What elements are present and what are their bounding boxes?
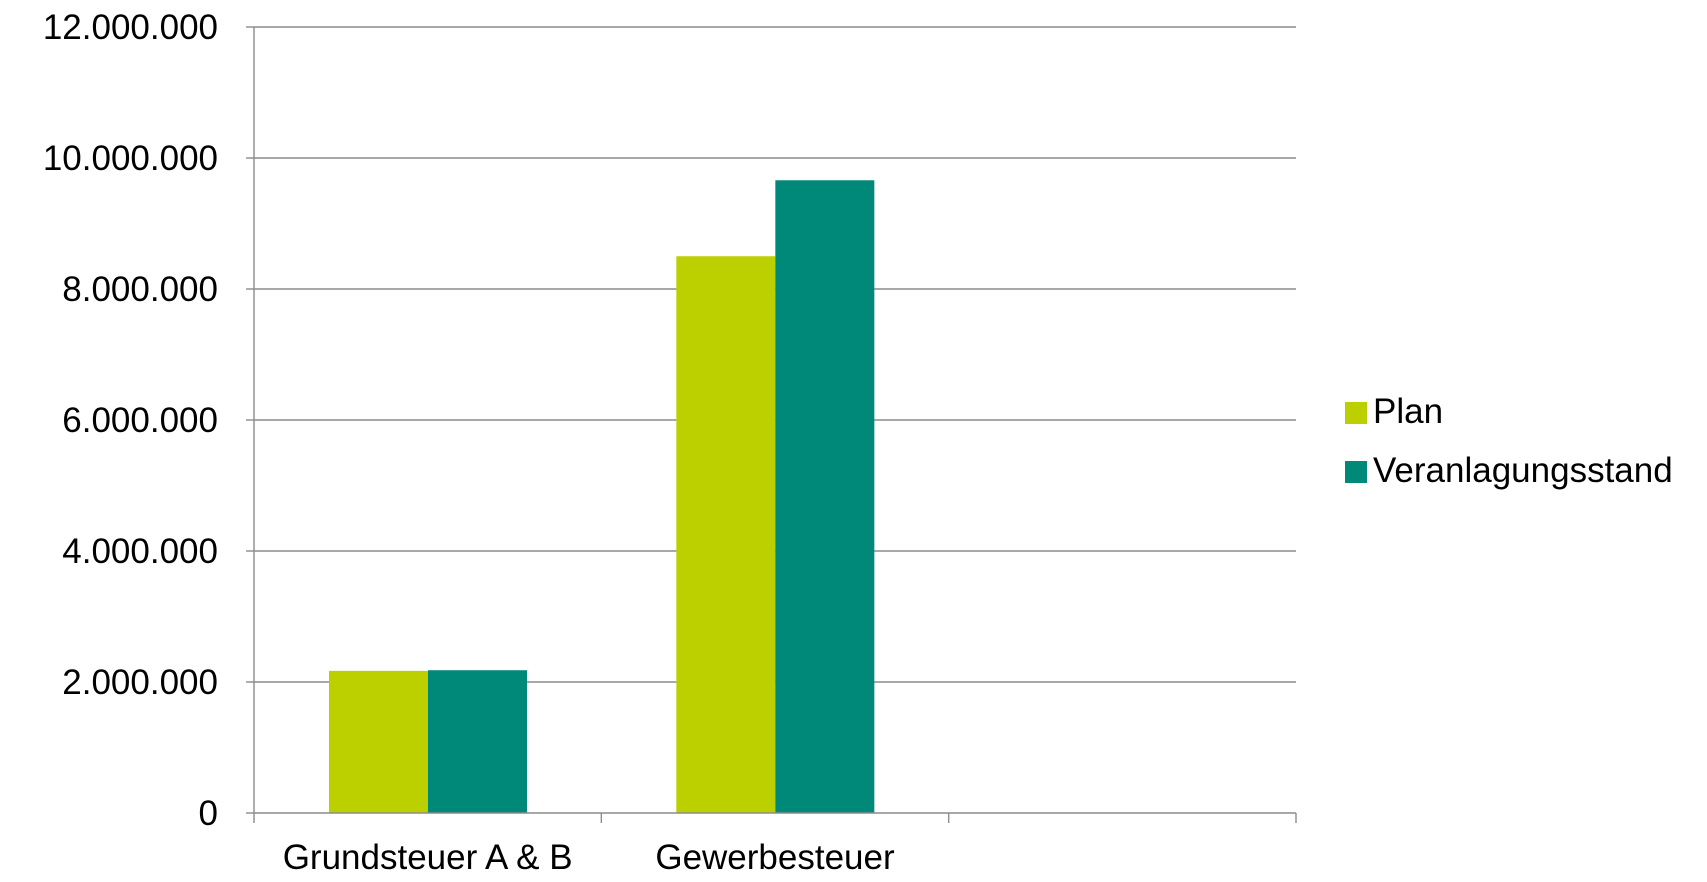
y-tick-label: 10.000.000 [43, 139, 218, 178]
legend-swatch-plan [1345, 402, 1367, 424]
x-tick-label: Gewerbesteuer [655, 838, 895, 877]
legend-label: Plan [1373, 392, 1443, 431]
legend: Plan Veranlagungsstand [1345, 392, 1673, 490]
y-tick-label: 12.000.000 [43, 8, 218, 47]
y-tick-label: 0 [199, 794, 218, 833]
y-tick-label: 8.000.000 [62, 270, 218, 309]
legend-label: Veranlagungsstand [1373, 451, 1673, 490]
bar-plan-0 [329, 670, 428, 813]
y-tick-label: 2.000.000 [62, 663, 218, 702]
bar-veranlagungsstand-0 [428, 670, 527, 813]
axes [246, 26, 1297, 823]
y-axis-tick-labels: 0 2.000.000 4.000.000 6.000.000 8.000.000 10.… [43, 8, 218, 833]
bar-veranlagungsstand-1 [775, 180, 875, 813]
bar-plan-1 [676, 256, 776, 813]
y-tick-label: 6.000.000 [62, 401, 218, 440]
x-axis-tick-labels: Grundsteuer A & B Gewerbesteuer [283, 838, 895, 877]
legend-swatch-veranlagungsstand [1345, 461, 1367, 483]
x-tick-label: Grundsteuer A & B [283, 838, 573, 877]
y-tick-label: 4.000.000 [62, 532, 218, 571]
bars [329, 180, 875, 813]
